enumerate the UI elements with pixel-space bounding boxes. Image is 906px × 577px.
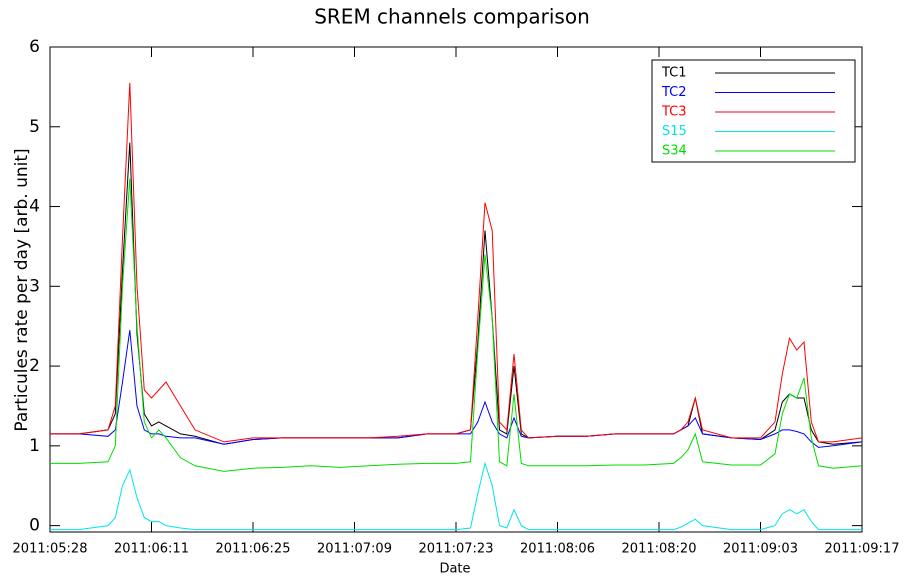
- series-line: [50, 178, 863, 472]
- x-tick-label: 2011:09:17: [825, 542, 900, 557]
- legend-label: TC3: [661, 105, 687, 120]
- x-axis-label: Date: [439, 562, 470, 577]
- legend-label: TC1: [661, 66, 687, 81]
- y-tick-label: 2: [29, 356, 40, 376]
- y-tick-label: 0: [29, 516, 40, 536]
- x-tick-label: 2011:06:25: [216, 542, 291, 557]
- y-tick-label: 4: [29, 197, 40, 217]
- y-tick-label: 3: [29, 276, 40, 296]
- legend-label: TC2: [661, 85, 687, 100]
- y-tick-label: 1: [29, 436, 40, 456]
- legend-label: S34: [662, 144, 687, 159]
- y-tick-label: 5: [29, 117, 40, 137]
- y-tick-label: 6: [29, 37, 40, 57]
- series-line: [50, 461, 862, 531]
- chart-title: SREM channels comparison: [314, 5, 590, 29]
- y-axis-label: Particules rate per day [arb. unit]: [12, 148, 32, 431]
- legend-box: [651, 59, 856, 163]
- legend-label: S15: [662, 124, 687, 139]
- series-line: [50, 82, 863, 443]
- x-tick-label: 2011:07:09: [317, 542, 392, 557]
- x-tick-label: 2011:07:23: [419, 542, 494, 557]
- series-line: [50, 142, 863, 445]
- x-tick-label: 2011:06:11: [114, 542, 189, 557]
- x-tick-label: 2011:08:20: [622, 542, 697, 557]
- x-tick-label: 2011:09:03: [723, 542, 798, 557]
- series-line: [50, 330, 863, 448]
- x-tick-label: 2011:08:06: [520, 542, 595, 557]
- x-tick-label: 2011:05:28: [13, 542, 88, 557]
